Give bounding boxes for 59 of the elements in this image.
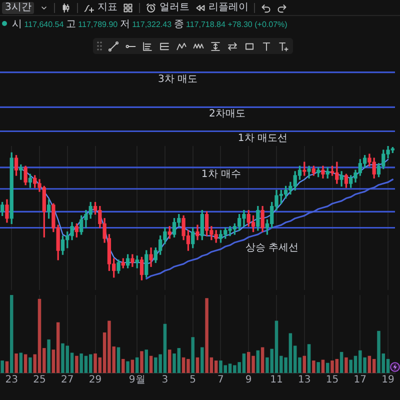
x-tick-label: 17 [354, 374, 367, 386]
x-tick-label: 19 [382, 374, 394, 386]
bar [0, 360, 4, 373]
x-tick-label: 9월 [128, 374, 146, 386]
bar [122, 358, 125, 373]
bar [144, 350, 148, 373]
bar [200, 347, 204, 373]
bar [307, 344, 311, 373]
bar [368, 356, 372, 373]
series-label: 상승 추세선 [245, 242, 298, 254]
bar [168, 350, 172, 373]
ref-line-label: 3차 매도 [158, 74, 198, 85]
text: 지표 [97, 2, 118, 14]
bar [140, 351, 144, 373]
bar [196, 357, 200, 373]
bar [149, 356, 153, 373]
bar [260, 347, 264, 373]
x-tick-label: 3 [162, 374, 168, 386]
x-tick-label: 29 [88, 374, 102, 386]
bar [312, 360, 316, 373]
x-tick-label: 27 [61, 374, 74, 386]
bar [24, 354, 28, 373]
bar [28, 357, 32, 373]
bar [130, 360, 134, 373]
x-tick-label: 13 [298, 374, 311, 386]
bar [135, 357, 139, 373]
x-tick-label: 7 [218, 374, 224, 386]
bar [344, 357, 348, 373]
text: 얼러트 [159, 2, 190, 14]
bar [214, 360, 218, 373]
text: 시 117,640.54 고 117,789.90 저 117,322.43 종 117,718.84 +78.30 (+0.07%) [12, 18, 288, 30]
bar [19, 352, 23, 373]
bar [372, 358, 376, 373]
bar [56, 322, 60, 373]
bar [88, 354, 92, 373]
bar [302, 356, 306, 373]
ref-line-label: 1차 매수 [201, 169, 241, 180]
text: 3시간 [2, 2, 34, 14]
bar [47, 339, 50, 373]
bar [191, 337, 194, 373]
x-tick-label: 15 [326, 374, 339, 386]
x-tick-label: 23 [5, 374, 18, 386]
bar [340, 352, 344, 373]
x-tick-label: 25 [33, 374, 46, 386]
bar [126, 361, 130, 373]
bar [316, 362, 320, 373]
x-tick-label: 5 [190, 374, 196, 386]
bar [256, 350, 260, 373]
bar [14, 354, 18, 373]
ref-line-label: 1차 매도선 [238, 132, 288, 144]
bar [116, 347, 120, 373]
bar [321, 360, 325, 373]
x-tick-label: 9 [245, 374, 252, 386]
bar [75, 356, 78, 373]
bar [5, 361, 9, 373]
ref-line-label: 2차매도 [208, 108, 246, 120]
bar [326, 362, 330, 373]
x-tick-label: 11 [270, 374, 283, 386]
text: 리플레이 [208, 2, 248, 14]
